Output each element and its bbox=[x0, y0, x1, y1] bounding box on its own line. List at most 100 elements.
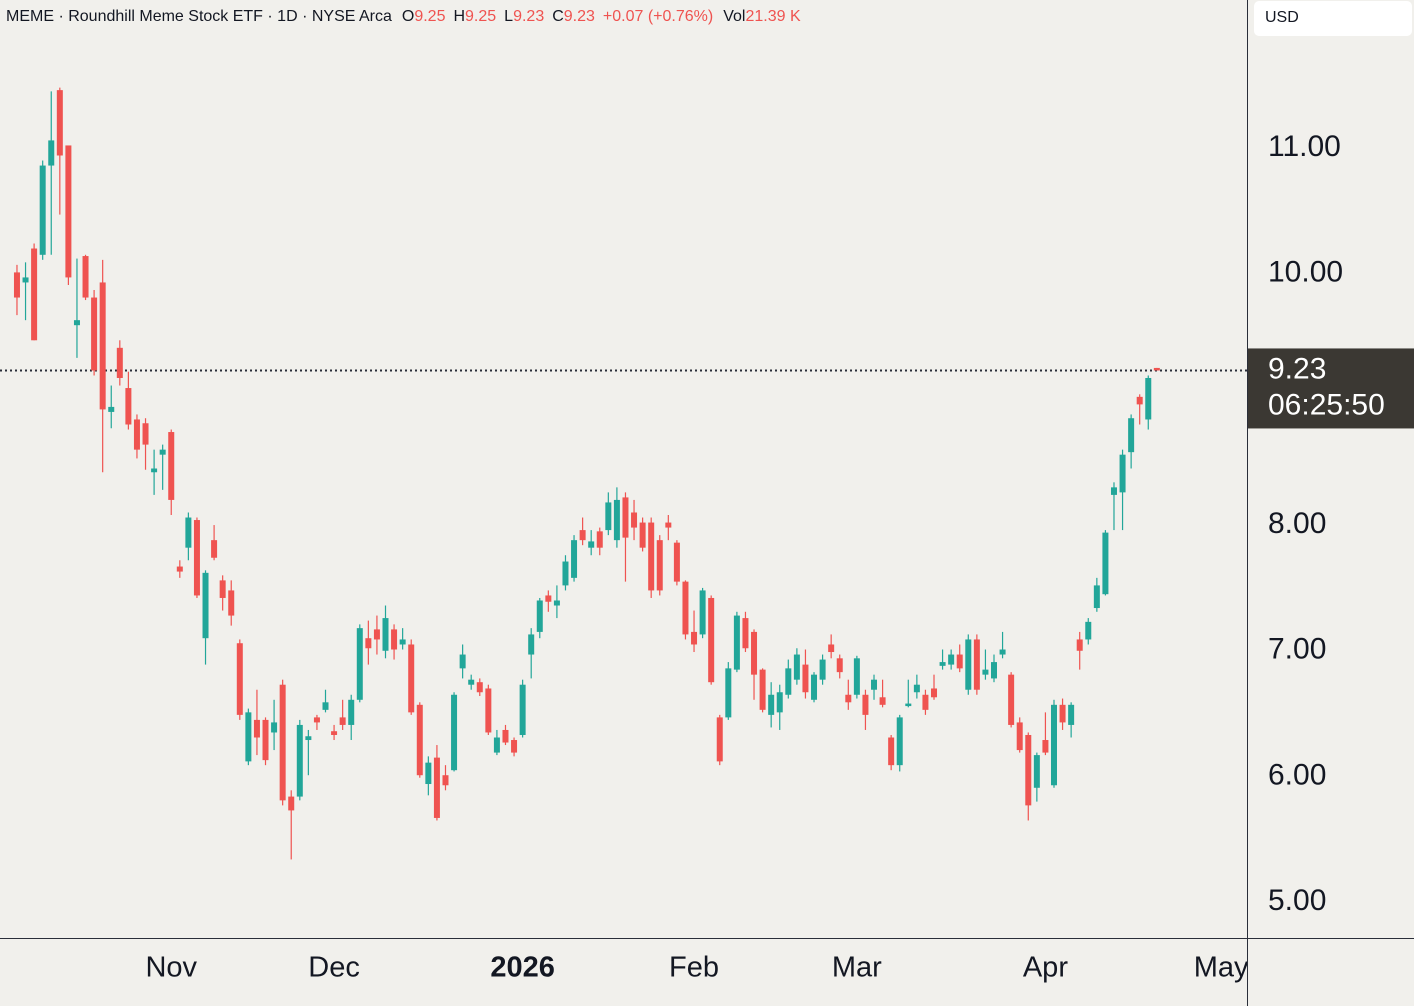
candle-body bbox=[451, 694, 458, 771]
candle-body bbox=[1145, 377, 1152, 420]
volume-label: Vol bbox=[723, 8, 745, 25]
candle-body bbox=[211, 540, 218, 558]
candle-body bbox=[185, 517, 192, 548]
candle-body bbox=[571, 540, 578, 578]
candle-body bbox=[1059, 704, 1066, 723]
legend-header: MEME · Roundhill Meme Stock ETF · 1D · N… bbox=[6, 8, 801, 25]
price-label-box bbox=[1248, 348, 1414, 429]
candle-body bbox=[245, 712, 252, 762]
candle-body bbox=[965, 639, 972, 690]
candle-body bbox=[913, 684, 920, 693]
candle-body bbox=[853, 658, 860, 695]
ohlc-value: 9.23 bbox=[564, 8, 595, 25]
x-tick-label: Mar bbox=[832, 952, 882, 984]
candle-body bbox=[785, 668, 792, 695]
candle-body bbox=[65, 145, 72, 278]
candle-body bbox=[382, 618, 389, 651]
candle-body bbox=[228, 590, 235, 616]
candle-body bbox=[751, 631, 758, 675]
volume-value: 21.39 K bbox=[745, 8, 800, 25]
candle-body bbox=[125, 388, 132, 425]
candle-body bbox=[502, 729, 509, 743]
candle-body bbox=[1008, 674, 1015, 725]
y-tick-label: 7.00 bbox=[1268, 633, 1326, 666]
candle-body bbox=[313, 717, 320, 723]
candle-body bbox=[133, 419, 140, 450]
candle-body bbox=[1153, 367, 1160, 371]
candle-body bbox=[639, 522, 646, 548]
candle-body bbox=[22, 277, 29, 283]
candle-body bbox=[528, 634, 535, 655]
candle-body bbox=[536, 600, 543, 632]
candle-body bbox=[716, 717, 723, 762]
candle-body bbox=[219, 580, 226, 598]
candle-body bbox=[468, 679, 475, 685]
ohlc-label: C bbox=[552, 8, 564, 25]
candle-body bbox=[433, 757, 440, 818]
candle-body bbox=[836, 658, 843, 673]
candle-body bbox=[999, 649, 1006, 655]
candle-body bbox=[442, 775, 449, 786]
candle-body bbox=[939, 662, 946, 666]
y-tick-label: 8.00 bbox=[1268, 507, 1326, 540]
candle-body bbox=[948, 654, 955, 665]
candle-body bbox=[613, 499, 620, 541]
candle-body bbox=[365, 638, 372, 649]
candle-body bbox=[622, 497, 629, 538]
candle-body bbox=[511, 740, 518, 753]
candle-body bbox=[562, 561, 569, 586]
x-tick-label: Nov bbox=[145, 952, 197, 984]
candle-body bbox=[673, 542, 680, 582]
candle-body bbox=[262, 719, 269, 761]
x-axis: Nov Dec 2026 Feb Mar Apr May bbox=[145, 952, 1247, 984]
candle-body bbox=[391, 629, 398, 650]
candle-body bbox=[553, 600, 560, 606]
candle-body bbox=[31, 248, 38, 341]
ohlc-label: H bbox=[453, 8, 465, 25]
candle-body bbox=[82, 256, 89, 298]
candle-body bbox=[793, 654, 800, 680]
candle-body bbox=[305, 736, 312, 741]
candle-body bbox=[356, 628, 363, 700]
candle-body bbox=[1085, 621, 1092, 640]
candle-body bbox=[631, 512, 638, 528]
candle-body bbox=[202, 572, 209, 639]
candle-body bbox=[956, 654, 963, 669]
candle-body bbox=[73, 320, 80, 326]
candle-body bbox=[193, 520, 200, 596]
candle-body bbox=[871, 679, 878, 690]
candle-body bbox=[605, 502, 612, 531]
candle-body bbox=[39, 165, 46, 255]
candle-body bbox=[845, 694, 852, 703]
candle-body bbox=[733, 615, 740, 670]
plot-area bbox=[0, 87, 1247, 860]
ohlc-label: L bbox=[504, 8, 513, 25]
candle-body bbox=[271, 722, 278, 733]
candle-body bbox=[648, 522, 655, 591]
x-tick-label: Feb bbox=[669, 952, 719, 984]
candle-body bbox=[99, 282, 106, 410]
candle-body bbox=[322, 702, 329, 710]
candle-body bbox=[699, 590, 706, 635]
candle-body bbox=[656, 540, 663, 591]
candle-body bbox=[1110, 487, 1117, 495]
currency-box[interactable] bbox=[1254, 1, 1412, 36]
candle-body bbox=[331, 731, 338, 735]
candle-body bbox=[159, 449, 166, 455]
candle-body bbox=[691, 631, 698, 645]
candle-body bbox=[373, 629, 380, 640]
candle-body bbox=[236, 643, 243, 715]
candle-body bbox=[931, 688, 938, 698]
candle-body bbox=[176, 566, 183, 572]
candle-body bbox=[142, 423, 149, 445]
candle-body bbox=[1136, 396, 1143, 405]
candle-body bbox=[1050, 704, 1057, 786]
candle-body bbox=[1076, 639, 1083, 651]
candle-body bbox=[1016, 722, 1023, 751]
y-tick-label: 11.00 bbox=[1268, 130, 1341, 163]
x-tick-label: 2026 bbox=[490, 952, 555, 984]
candle-body bbox=[48, 140, 55, 166]
currency[interactable]: USD bbox=[1265, 9, 1299, 26]
candle-body bbox=[1025, 734, 1032, 806]
